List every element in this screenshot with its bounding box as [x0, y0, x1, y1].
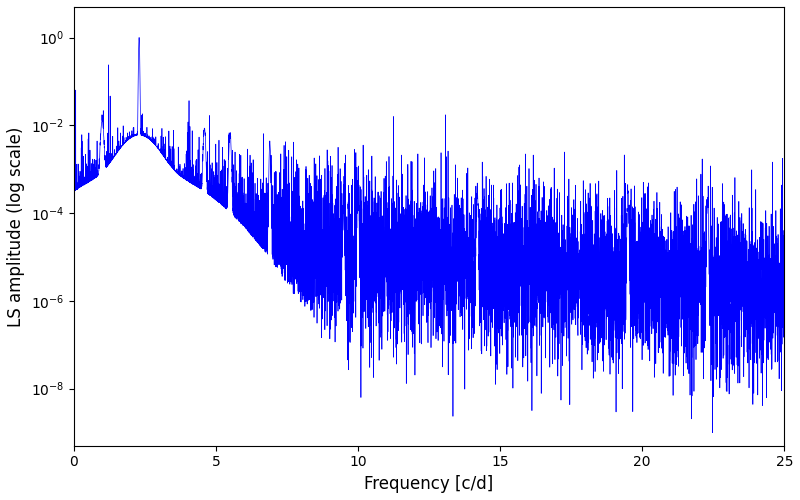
X-axis label: Frequency [c/d]: Frequency [c/d]: [364, 475, 494, 493]
Y-axis label: LS amplitude (log scale): LS amplitude (log scale): [7, 126, 25, 326]
